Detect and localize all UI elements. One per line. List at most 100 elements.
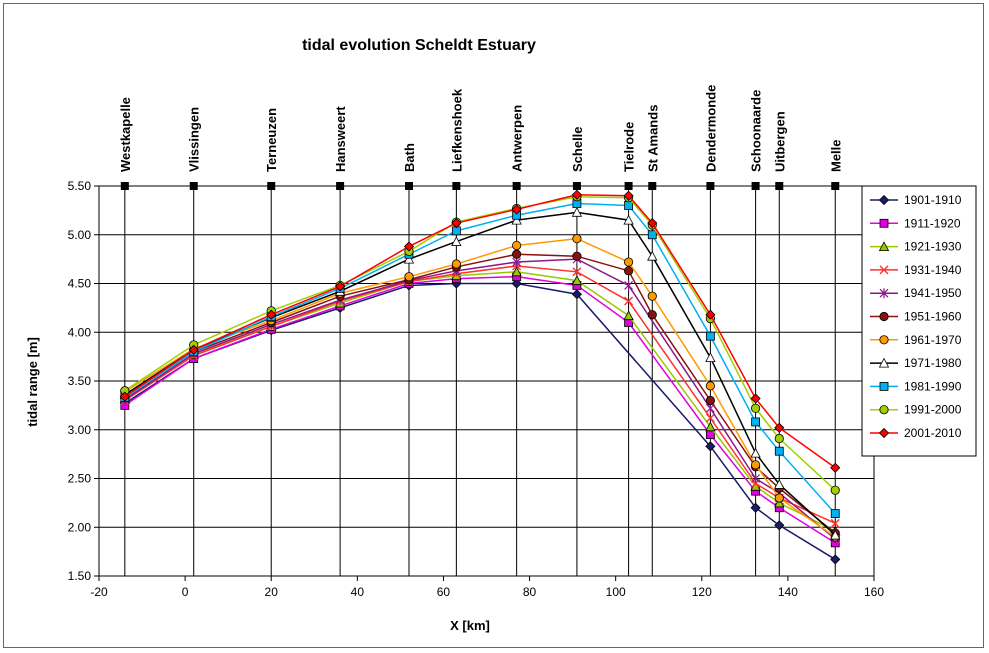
series-8-point-11 (751, 417, 760, 427)
series-0-point-7 (571, 289, 582, 300)
station-marker-10 (706, 182, 715, 190)
legend-marker-8 (879, 381, 889, 391)
series-8-point-12 (774, 446, 784, 456)
x-tick-label-9: 160 (864, 585, 884, 599)
station-marker-5 (452, 182, 461, 190)
station-label-12: Uitbergen (772, 111, 787, 172)
y-axis-label: tidal range [m] (25, 337, 40, 427)
series-9-point-11 (750, 403, 761, 413)
series-7-point-7 (571, 206, 583, 217)
legend-label-8: 1981-1990 (904, 379, 962, 393)
station-label-0: Westkapelle (118, 97, 133, 172)
station-label-5: Liefkenshoek (449, 88, 464, 172)
chart-title: tidal evolution Scheldt Estuary (302, 37, 536, 54)
station-marker-8 (624, 182, 633, 190)
legend-label-5: 1951-1960 (904, 310, 962, 324)
station-marker-3 (336, 182, 345, 190)
series-6-point-8 (623, 257, 634, 267)
series-3-point-7-b (572, 267, 582, 277)
series-7-point-10 (705, 352, 716, 363)
series-10-point-9 (647, 217, 658, 229)
station-marker-6 (512, 182, 521, 190)
y-tick-label-6: 4.50 (68, 277, 92, 291)
legend-marker-4 (879, 288, 889, 299)
series-3-point-10 (705, 413, 715, 423)
series-2-point-7 (571, 275, 583, 285)
y-tick-label-8: 5.50 (68, 179, 92, 193)
station-label-11: Schoonaarde (749, 90, 764, 172)
x-tick-label-0: -20 (90, 585, 108, 599)
x-tick-label-6: 100 (606, 585, 626, 599)
series-7-point-5 (451, 236, 462, 246)
series-line-8 (124, 202, 836, 515)
series-9-point-13 (830, 485, 840, 495)
x-tick-label-4: 60 (437, 585, 451, 599)
series-10-point-3 (335, 281, 346, 292)
series-7-point-8 (623, 214, 634, 225)
series-5-point-6 (512, 249, 522, 259)
series-10-point-10 (705, 309, 716, 320)
y-tick-label-7: 5.00 (68, 228, 92, 242)
series-markers-10 (119, 189, 841, 473)
legend-marker-2 (878, 241, 890, 252)
y-tick-label-0: 1.50 (68, 569, 92, 583)
series-4-point-11 (751, 473, 761, 484)
station-label-10: Dendermonde (703, 85, 718, 172)
y-tick-label-4: 3.50 (68, 374, 92, 388)
legend-label-9: 1991-2000 (904, 403, 962, 417)
series-1-point-10 (705, 430, 715, 440)
station-marker-12 (775, 182, 784, 190)
legend: 1901-1910 1911-1920 1921-1930 1931-1940 1941… (861, 185, 977, 457)
x-tick-label-8: 140 (778, 585, 798, 599)
series-7-point-6 (511, 214, 522, 225)
series-5-point-10 (705, 395, 715, 406)
series-10-point-12 (774, 422, 785, 433)
legend-label-0: 1901-1910 (904, 193, 962, 207)
legend-label-10: 2001-2010 (904, 426, 962, 440)
series-6-point-5 (451, 259, 461, 269)
series-10-point-7 (571, 189, 582, 200)
series-10-point-5 (451, 217, 462, 229)
series-6-point-4 (404, 272, 414, 282)
series-line-7 (124, 211, 836, 536)
series-10-point-11 (750, 393, 761, 404)
series-10-point-1 (188, 344, 199, 355)
x-axis-label: X [km] (450, 618, 490, 633)
legend-label-2: 1921-1930 (904, 240, 962, 254)
series-line-0 (124, 282, 836, 561)
series-6-point-11 (750, 460, 761, 470)
series-0-point-11 (750, 502, 761, 513)
series-5-point-7 (572, 251, 582, 261)
station-marker-9 (648, 182, 657, 190)
series-3-point-10-b (705, 413, 715, 423)
legend-label-3: 1931-1940 (904, 263, 962, 277)
station-label-7: Schelle (570, 126, 585, 172)
series-3-point-7 (572, 267, 582, 277)
legend-label-7: 1971-1980 (904, 356, 962, 370)
legend-marker-10 (878, 427, 890, 439)
series-6-point-10 (705, 381, 715, 391)
series-3-point-8-b (624, 296, 634, 306)
x-tick-label-2: 20 (265, 585, 279, 599)
legend-marker-0 (878, 194, 890, 206)
station-label-6: Antwerpen (510, 105, 525, 172)
line-chart: tidal evolution Scheldt Estuary tidal ra… (25, 37, 977, 633)
chart-frame: tidal evolution Scheldt Estuary tidal ra… (3, 3, 984, 648)
legend-marker-9 (879, 405, 889, 415)
series-2-point-12 (774, 497, 785, 508)
series-line-10 (124, 194, 836, 469)
series-10-point-2 (266, 309, 277, 320)
series-0-point-10 (705, 441, 716, 452)
series-7-point-13 (830, 529, 841, 540)
series-6-point-12 (774, 493, 784, 503)
series-9-point-12 (774, 433, 784, 444)
series-3-point-8 (624, 296, 634, 306)
series-8-point-9 (647, 230, 657, 240)
legend-marker-7 (878, 357, 890, 368)
station-marker-13 (831, 182, 840, 190)
series-6-point-7 (572, 234, 582, 244)
series-2-point-8 (623, 310, 634, 321)
series-8-point-8 (624, 201, 633, 210)
legend-marker-1 (879, 218, 889, 228)
series-5-point-8 (623, 266, 634, 276)
